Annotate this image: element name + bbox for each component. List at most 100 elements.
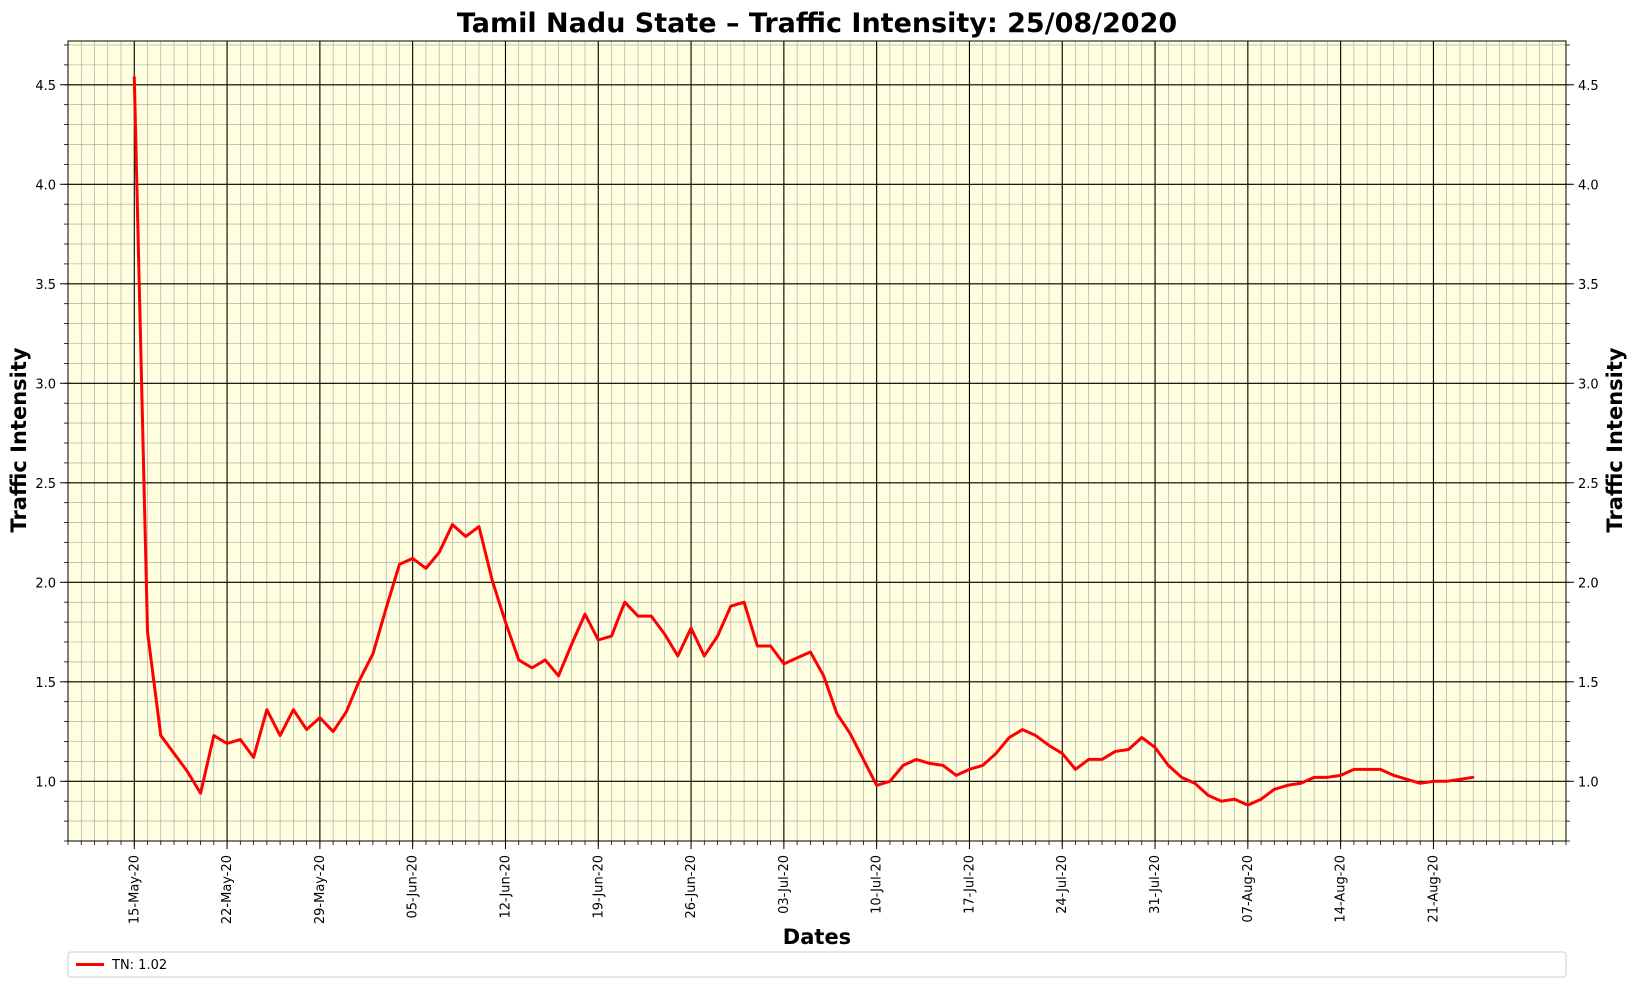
data-point — [676, 654, 680, 658]
data-point — [888, 780, 892, 783]
data-point — [504, 620, 507, 624]
data-point — [1352, 768, 1356, 771]
y-tick-label-left: 4.0 — [35, 178, 56, 193]
data-point — [769, 644, 772, 648]
data-point — [822, 674, 825, 678]
data-point — [663, 632, 666, 636]
data-point — [1100, 758, 1104, 761]
data-point — [1034, 734, 1037, 737]
data-point — [225, 742, 229, 745]
data-point — [424, 567, 428, 570]
data-point — [716, 634, 719, 638]
x-tick-label: 05-Jun-20 — [406, 855, 421, 919]
major-grid — [68, 41, 1566, 841]
y-axis-label-right: Traffic Intensity — [1603, 347, 1627, 532]
data-point — [597, 638, 600, 642]
data-point — [968, 768, 971, 771]
data-point — [212, 734, 216, 737]
data-point — [1365, 768, 1369, 771]
data-point — [756, 644, 759, 648]
data-point — [610, 634, 613, 638]
data-point — [1392, 774, 1395, 777]
data-point — [1379, 768, 1382, 771]
data-point — [1299, 782, 1303, 785]
y-tick-label-right: 3.0 — [1578, 377, 1599, 392]
data-point — [199, 792, 202, 795]
x-tick-label: 15-May-20 — [127, 855, 142, 924]
data-point — [1339, 774, 1342, 777]
data-point — [1273, 788, 1276, 791]
data-point — [530, 666, 534, 670]
y-tick-label-left: 3.5 — [35, 278, 56, 293]
data-point — [862, 758, 865, 761]
data-point — [398, 563, 401, 566]
chart-title: Tamil Nadu State – Traffic Intensity: 25… — [457, 8, 1177, 39]
data-point — [411, 557, 414, 560]
data-point — [292, 708, 295, 711]
y-tick-label-left: 4.5 — [35, 79, 56, 94]
data-point — [650, 614, 653, 618]
series-line — [132, 76, 1474, 807]
data-point — [1326, 776, 1329, 779]
data-point — [994, 752, 998, 755]
data-point — [477, 525, 481, 528]
y-tick-label-right: 2.0 — [1578, 576, 1599, 591]
data-point — [1445, 780, 1448, 783]
series-group — [132, 75, 1475, 807]
data-point — [1047, 744, 1051, 747]
data-point — [1087, 758, 1090, 761]
data-point — [954, 774, 958, 777]
data-point — [928, 762, 931, 765]
data-point — [941, 764, 945, 767]
data-point — [1153, 746, 1157, 749]
data-point — [703, 654, 706, 658]
y-tick-label-left: 2.0 — [35, 576, 56, 591]
data-point — [1127, 748, 1130, 751]
data-point — [583, 612, 587, 616]
data-point — [133, 75, 136, 79]
y-tick-label-right: 3.5 — [1578, 278, 1599, 293]
legend-box — [67, 951, 1567, 978]
data-point — [186, 770, 189, 773]
legend: TN: 1.02 — [67, 951, 1567, 978]
data-point — [451, 523, 454, 526]
y-tick-label-right: 2.5 — [1578, 477, 1599, 492]
data-point — [1220, 800, 1223, 803]
data-point — [915, 758, 918, 761]
x-tick-label: 12-Jun-20 — [498, 855, 513, 919]
data-point — [544, 658, 547, 662]
data-point — [981, 764, 984, 767]
data-point — [557, 674, 560, 678]
data-point — [437, 551, 441, 554]
y-tick-label-left: 3.0 — [35, 377, 56, 392]
y-tick-label-left: 2.5 — [35, 477, 56, 492]
data-point — [239, 738, 242, 741]
data-point — [1180, 776, 1183, 779]
x-tick-label: 14-Aug-20 — [1334, 855, 1349, 923]
data-point — [491, 579, 494, 582]
x-tick-label: 03-Jul-20 — [777, 855, 792, 914]
data-point — [146, 630, 149, 634]
data-point — [172, 752, 176, 755]
data-point — [782, 662, 786, 666]
data-point — [835, 712, 839, 715]
data-point — [1167, 764, 1170, 767]
x-tick-label: 19-Jun-20 — [591, 855, 606, 919]
x-tick-label: 31-Jul-20 — [1148, 855, 1163, 914]
data-point — [252, 756, 255, 759]
data-point — [742, 600, 746, 604]
plot-area — [68, 41, 1566, 841]
data-point — [278, 734, 282, 737]
data-point — [1405, 778, 1409, 781]
data-point — [1418, 782, 1422, 785]
data-point — [795, 656, 799, 660]
data-point — [1246, 803, 1250, 807]
data-point — [1193, 782, 1197, 785]
data-point — [358, 678, 361, 682]
data-point — [318, 716, 322, 719]
x-tick-label: 17-Jul-20 — [962, 855, 977, 914]
data-point — [729, 604, 733, 608]
data-point — [345, 710, 348, 713]
data-point — [1008, 736, 1011, 739]
